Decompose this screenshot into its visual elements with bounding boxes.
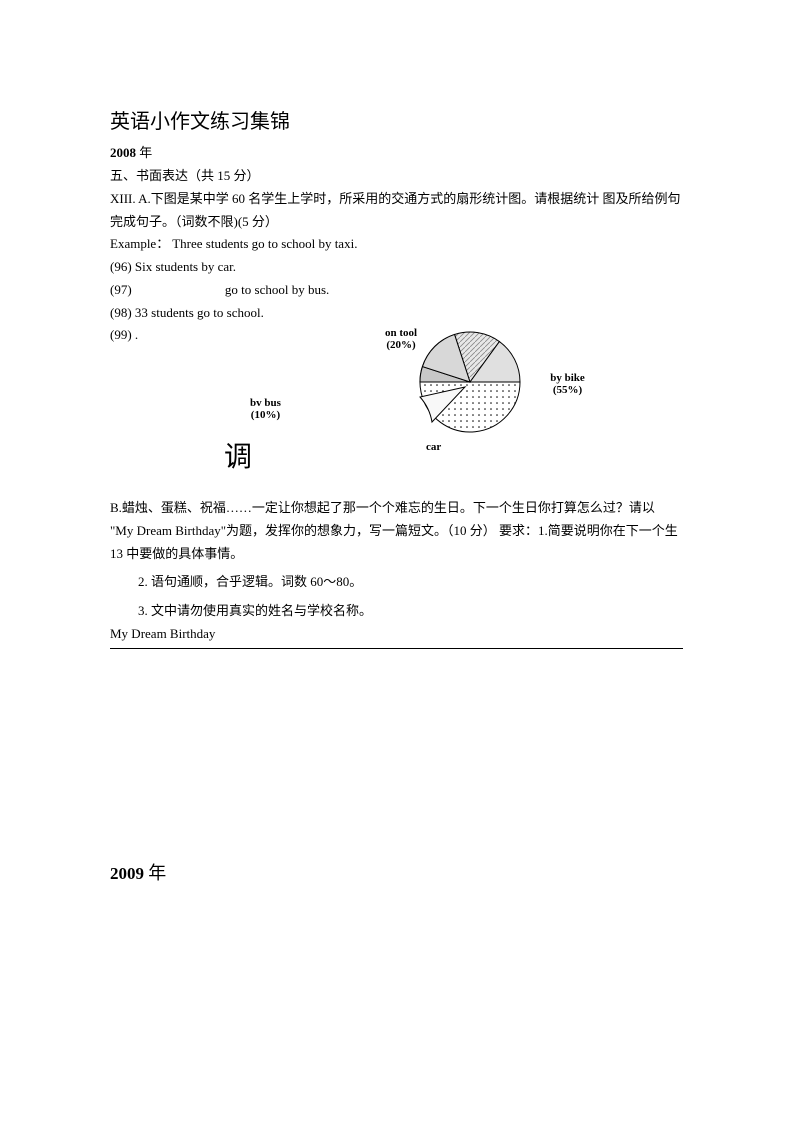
by-bus-pct: (10%)	[251, 409, 280, 421]
q97: (97) go to school by bus.	[110, 279, 683, 302]
by-bus-text: bv bus	[250, 397, 281, 409]
my-dream-title: My Dream Birthday	[110, 623, 683, 646]
by-bike-pct: (55%)	[553, 384, 582, 396]
q97-text: go to school by bus.	[135, 282, 329, 297]
q98: (98) 33 students go to school.	[110, 302, 683, 325]
q96: (96) Six students by car.	[110, 256, 683, 279]
year-2009-num: 2009	[110, 864, 144, 883]
big-char: 调	[224, 435, 252, 475]
underline	[110, 648, 683, 649]
year-2008-num: 2008	[110, 145, 136, 160]
section-5-header: 五、书面表达（共 15 分）	[110, 165, 683, 188]
by-bus-label: bv bus (10%)	[250, 397, 281, 421]
partb-line1: B.蜡烛、蛋糕、祝福……一定让你想起了那一个个难忘的生日。下一个生日你打算怎么过…	[110, 497, 683, 520]
year-2009-suffix: 年	[148, 863, 166, 883]
car-label: car	[426, 441, 441, 453]
partb-line2: "My Dream Birthday"为题，发挥你的想象力，写一篇短文。（10 …	[110, 520, 683, 566]
partb-item3: 3. 文中请勿使用真实的姓名与学校名称。	[110, 600, 683, 623]
pie-chart-area: on tool (20%) bv bus (10%) by bike (55%)…	[110, 337, 683, 467]
by-bike-label: by bike (55%)	[545, 372, 590, 396]
pie-chart	[410, 327, 540, 437]
page-title: 英语小作文练习集锦	[110, 105, 683, 134]
year-2008: 2008 年	[110, 142, 683, 161]
partb-item2: 2. 语句通顺，合乎逻辑。词数 60〜80。	[110, 571, 683, 594]
year-2008-suffix: 年	[139, 145, 152, 160]
xiii-a-text: XIII. A.下图是某中学 60 名学生上学时，所采用的交通方式的扇形统计图。…	[110, 188, 683, 234]
by-bike-text: by bike	[550, 372, 585, 384]
q97-num: (97)	[110, 282, 132, 297]
year-2009: 2009 年	[110, 859, 683, 885]
example-line: Example： Three students go to school by …	[110, 233, 683, 256]
